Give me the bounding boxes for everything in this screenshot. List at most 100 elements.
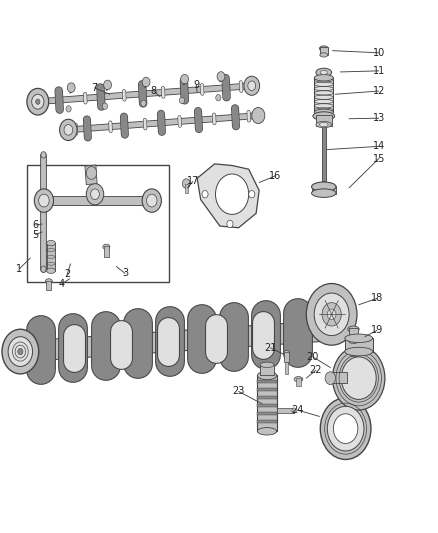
Bar	[258, 403, 277, 407]
Circle shape	[314, 293, 349, 336]
Text: 8: 8	[150, 85, 156, 95]
Text: 19: 19	[371, 325, 383, 335]
Circle shape	[327, 309, 336, 320]
Ellipse shape	[314, 109, 333, 116]
Bar	[345, 338, 373, 352]
Text: 9: 9	[193, 80, 199, 90]
Ellipse shape	[46, 279, 52, 284]
Circle shape	[142, 77, 150, 87]
Circle shape	[18, 349, 23, 355]
Ellipse shape	[316, 122, 332, 128]
Bar	[184, 183, 188, 193]
Ellipse shape	[258, 371, 277, 379]
Ellipse shape	[311, 189, 336, 197]
Text: 12: 12	[373, 86, 385, 96]
Ellipse shape	[47, 240, 55, 246]
Circle shape	[325, 372, 336, 384]
Bar	[320, 47, 328, 55]
Bar	[46, 281, 51, 290]
Text: 2: 2	[64, 270, 70, 279]
Circle shape	[332, 346, 385, 410]
Circle shape	[86, 166, 97, 179]
Text: 21: 21	[264, 343, 277, 353]
Text: 16: 16	[269, 171, 281, 181]
Bar	[350, 341, 357, 356]
Circle shape	[91, 189, 99, 199]
Circle shape	[102, 103, 108, 109]
Circle shape	[34, 189, 53, 212]
Circle shape	[32, 94, 44, 109]
Text: 14: 14	[373, 141, 385, 151]
Circle shape	[64, 125, 73, 135]
Text: 24: 24	[291, 405, 304, 415]
Bar	[277, 408, 294, 413]
Circle shape	[180, 75, 188, 84]
Circle shape	[8, 337, 32, 367]
Text: 18: 18	[371, 293, 383, 303]
Text: 10: 10	[373, 48, 385, 58]
Circle shape	[179, 97, 184, 103]
Circle shape	[341, 357, 376, 399]
Text: 6: 6	[32, 220, 39, 230]
Bar	[258, 411, 277, 415]
Circle shape	[322, 303, 341, 326]
Circle shape	[142, 189, 161, 212]
Circle shape	[141, 100, 146, 107]
Bar	[258, 419, 277, 423]
Ellipse shape	[319, 46, 328, 51]
Circle shape	[104, 80, 112, 90]
Text: 11: 11	[373, 66, 385, 76]
Ellipse shape	[348, 326, 359, 333]
Ellipse shape	[313, 112, 335, 120]
Circle shape	[202, 190, 208, 198]
Bar	[258, 379, 277, 383]
Circle shape	[39, 194, 49, 207]
Circle shape	[252, 108, 265, 124]
Ellipse shape	[319, 123, 328, 127]
Circle shape	[2, 329, 39, 374]
Bar	[258, 395, 277, 399]
Bar	[349, 328, 358, 341]
Circle shape	[27, 88, 49, 115]
Ellipse shape	[320, 53, 328, 57]
Bar	[258, 387, 277, 391]
Circle shape	[182, 179, 190, 188]
Text: 1: 1	[16, 264, 22, 273]
Ellipse shape	[314, 75, 333, 81]
Circle shape	[227, 220, 233, 228]
Bar	[47, 243, 55, 271]
Bar	[27, 165, 169, 282]
Ellipse shape	[349, 338, 358, 344]
Circle shape	[320, 398, 371, 459]
Bar	[260, 365, 274, 375]
Circle shape	[66, 106, 71, 112]
Circle shape	[244, 76, 260, 95]
Circle shape	[67, 83, 75, 92]
Text: 7: 7	[92, 83, 98, 93]
Text: 23: 23	[233, 386, 245, 397]
Circle shape	[327, 406, 364, 451]
Polygon shape	[197, 164, 259, 228]
Circle shape	[248, 81, 256, 91]
Ellipse shape	[284, 351, 290, 355]
Text: 15: 15	[373, 154, 385, 164]
Ellipse shape	[320, 70, 327, 75]
Text: 20: 20	[307, 352, 319, 362]
Ellipse shape	[258, 427, 277, 435]
Circle shape	[292, 408, 296, 413]
Bar	[85, 165, 97, 184]
Bar	[316, 115, 332, 126]
Ellipse shape	[311, 182, 336, 191]
Bar	[296, 378, 300, 385]
Circle shape	[41, 152, 46, 158]
Ellipse shape	[260, 362, 274, 368]
Circle shape	[35, 99, 40, 104]
Circle shape	[41, 266, 46, 272]
Circle shape	[60, 119, 77, 141]
Bar	[258, 375, 277, 431]
Circle shape	[249, 190, 255, 198]
Circle shape	[86, 183, 104, 205]
Circle shape	[333, 414, 358, 443]
Ellipse shape	[294, 376, 303, 382]
Text: 13: 13	[373, 113, 385, 123]
